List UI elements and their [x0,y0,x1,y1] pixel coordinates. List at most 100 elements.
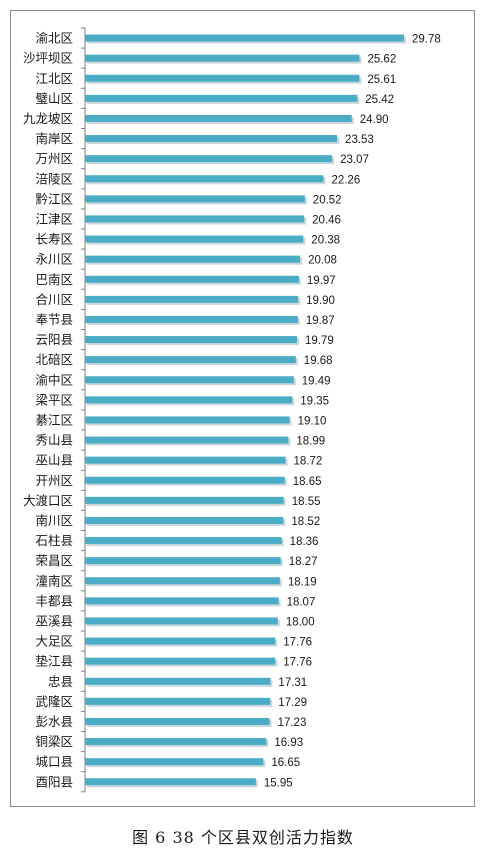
category-label: 垫江县 [35,654,73,669]
data-label: 18.99 [296,436,325,448]
category-label: 云阳县 [35,332,73,347]
data-label: 16.65 [271,757,300,769]
category-label: 綦江区 [35,412,73,427]
category-label: 合川区 [35,292,73,307]
bar [85,34,404,42]
category-label: 彭水县 [35,714,73,729]
bar [85,657,276,665]
data-label: 16.93 [274,737,303,749]
category-label: 南川区 [35,513,73,528]
bar [85,557,281,565]
category-label: 奉节县 [35,312,73,327]
bar [85,356,296,364]
data-label: 20.46 [312,214,341,226]
bar [85,597,279,605]
data-label: 22.26 [331,174,360,186]
data-label: 19.49 [302,375,331,387]
category-label: 开州区 [35,473,73,488]
data-label: 18.65 [293,476,322,488]
data-label: 19.90 [306,295,335,307]
bar [85,577,280,585]
bar [85,476,285,484]
bar [85,396,293,404]
data-label: 25.62 [367,54,396,66]
category-label: 万州区 [35,151,73,166]
bar [85,456,286,464]
data-label: 17.76 [283,637,312,649]
category-label: 沙坪坝区 [23,51,73,66]
category-label: 铜梁区 [35,734,73,749]
bar [85,315,298,323]
data-label: 20.52 [313,194,342,206]
bar [85,215,305,223]
category-label: 梁平区 [35,392,73,407]
data-label: 18.19 [288,576,317,588]
data-label: 19.87 [306,315,335,327]
data-label: 17.31 [278,677,307,689]
data-label: 19.68 [304,355,333,367]
category-label: 城口县 [35,754,73,769]
category-label: 石柱县 [35,533,73,548]
bar [85,175,324,183]
category-label: 南岸区 [35,131,73,146]
category-label: 渝北区 [35,31,73,46]
data-label: 19.97 [307,275,336,287]
category-label: 秀山县 [35,433,73,448]
category-label: 九龙坡区 [23,111,73,126]
bar [85,135,338,143]
data-label: 17.76 [283,657,312,669]
bar [85,677,271,685]
bar [85,74,360,82]
data-label: 19.79 [305,335,334,347]
category-label: 大足区 [35,634,73,649]
bar [85,195,305,203]
category-label: 江北区 [35,71,73,86]
bar [85,275,299,283]
data-label: 17.29 [278,697,307,709]
bar [85,697,271,705]
data-label: 23.53 [345,134,374,146]
bar [85,376,294,384]
category-label: 永川区 [35,252,73,267]
category-label: 酉阳县 [35,774,73,789]
bar [85,295,299,303]
data-label: 18.72 [294,456,323,468]
data-label: 19.10 [298,415,327,427]
category-label: 璧山区 [35,91,73,106]
category-label: 忠县 [48,674,73,689]
bar [85,336,297,344]
bar [85,54,360,62]
bar [85,496,284,504]
data-label: 17.23 [278,717,307,729]
bar [85,436,289,444]
figure-caption: 图 6 38 个区县双创活力指数 [132,828,354,847]
data-label: 15.95 [264,777,293,789]
bar [85,114,352,122]
data-label: 25.42 [365,94,394,106]
data-label: 20.38 [311,235,340,247]
category-label: 巫溪县 [35,613,73,628]
category-label: 丰都县 [35,593,73,608]
data-label: 18.07 [287,596,316,608]
bar [85,516,284,524]
data-label: 19.35 [300,395,329,407]
data-label: 25.61 [367,74,396,86]
category-label: 大渡口区 [23,493,73,508]
bar [85,235,304,243]
data-label: 23.07 [340,154,369,166]
category-label: 长寿区 [35,232,73,247]
bar [85,637,276,645]
data-label: 20.08 [308,255,337,267]
bar [85,416,290,424]
category-label: 巫山县 [35,453,73,468]
category-label: 荣昌区 [35,553,73,568]
bar [85,255,301,263]
bar [85,155,333,163]
data-label: 18.00 [286,616,315,628]
data-label: 18.55 [292,496,321,508]
category-label: 北碚区 [35,352,73,367]
category-label: 黔江区 [35,191,73,206]
category-label: 江津区 [35,211,73,226]
category-label: 武隆区 [35,694,73,709]
